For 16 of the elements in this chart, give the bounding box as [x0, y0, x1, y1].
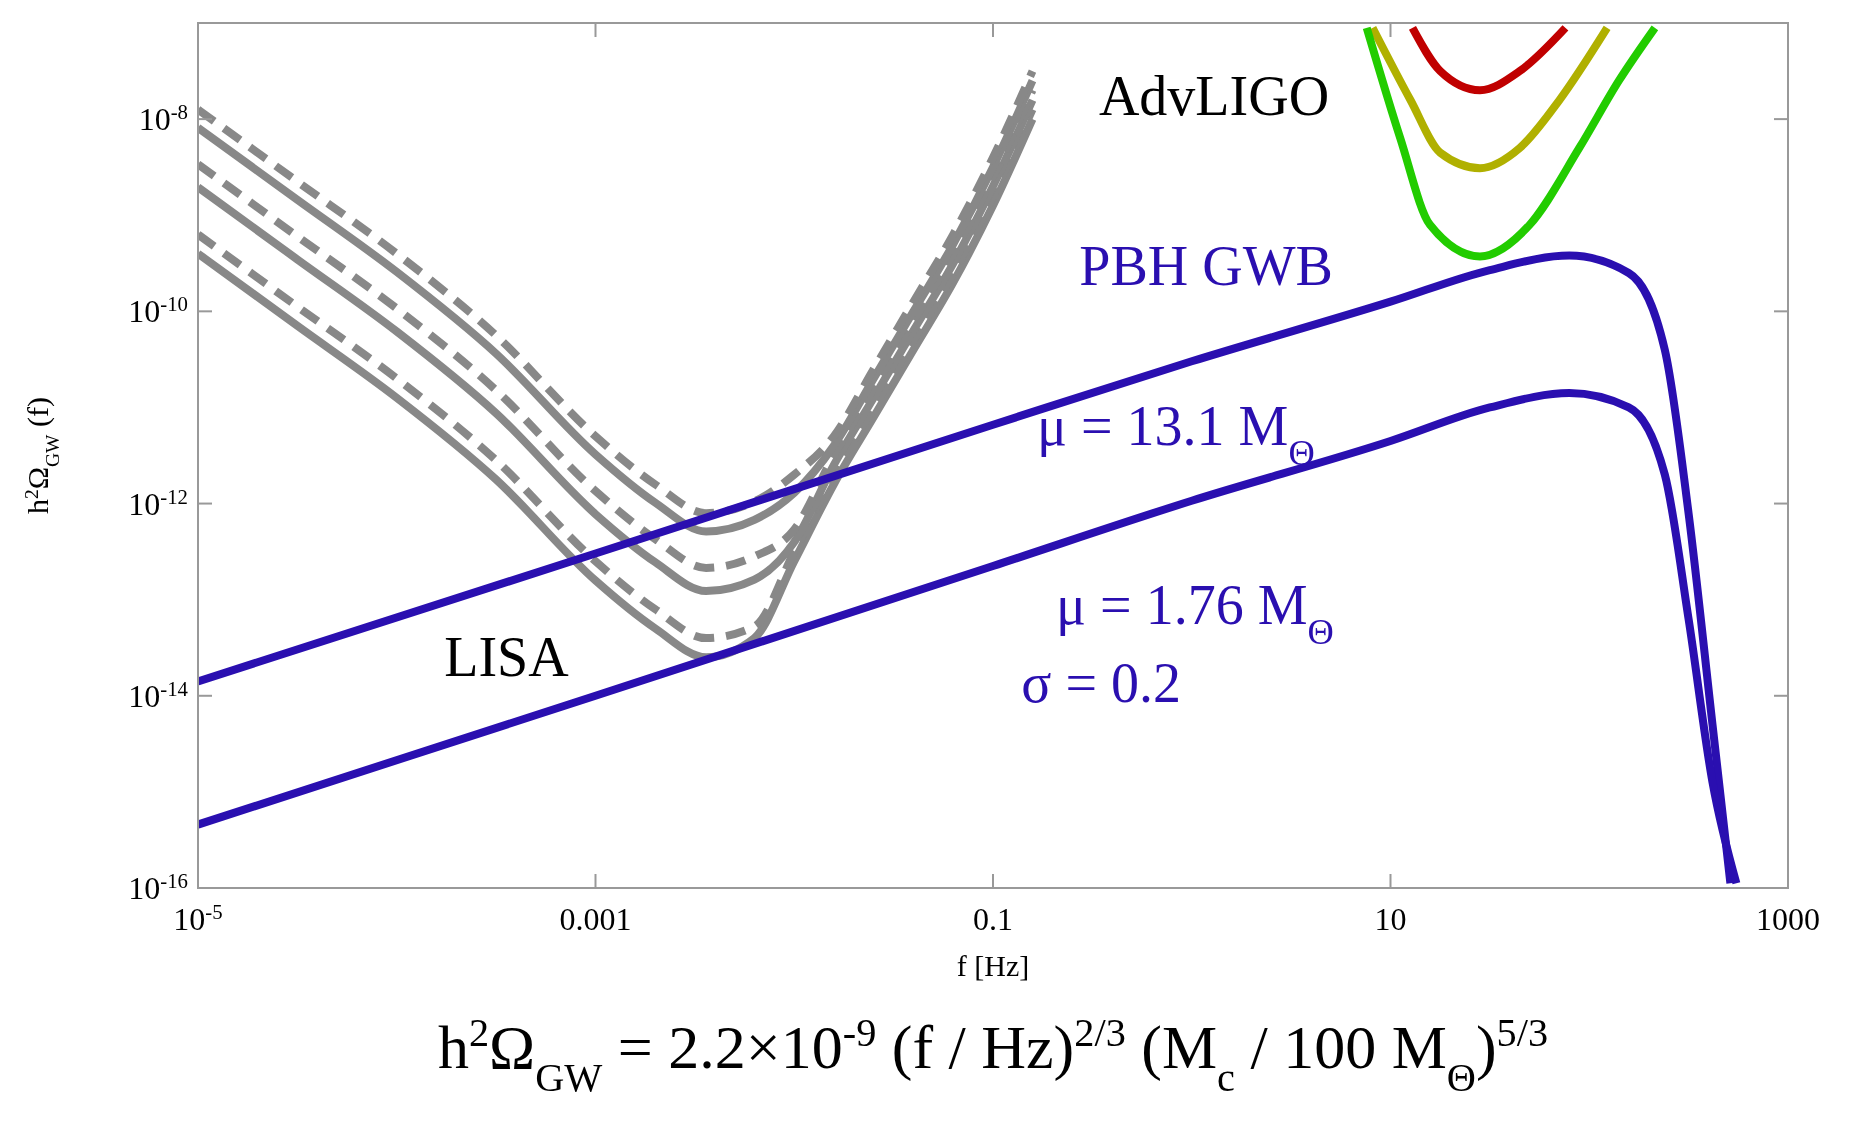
x-tick-label: 1000 [1756, 901, 1820, 937]
x-tick-label: 0.1 [973, 901, 1013, 937]
annotation: μ = 1.76 M$_{Θ}$ [1056, 573, 1334, 652]
y-tick-label: 10$^{-8}$ [138, 99, 188, 138]
x-tick-label: 10 [1374, 901, 1407, 937]
text: h$^{2}$Ω$_{GW}$ = 2.2×10$^{-9}$ (f / Hz)$^{2/3}$ (M$_{c}$ / 100 M$_{Θ}$)$^{5/3}$ [437, 1009, 1549, 1100]
annotation: σ = 0.2 [1021, 651, 1182, 714]
y-tick-label: 10$^{-14}$ [128, 676, 189, 714]
y-tick-label: 10$^{-10}$ [128, 291, 188, 330]
annotation: PBH GWB [1079, 234, 1333, 297]
annotation: LISA [444, 625, 570, 688]
x-axis-title: f [Hz] [956, 949, 1030, 982]
annotation: AdvLIGO [1098, 65, 1330, 128]
annotation: μ = 13.1 M$_{Θ}$ [1037, 394, 1315, 473]
y-tick-label: 10$^{-12}$ [128, 484, 188, 522]
x-tick-label: 0.001 [559, 901, 632, 937]
